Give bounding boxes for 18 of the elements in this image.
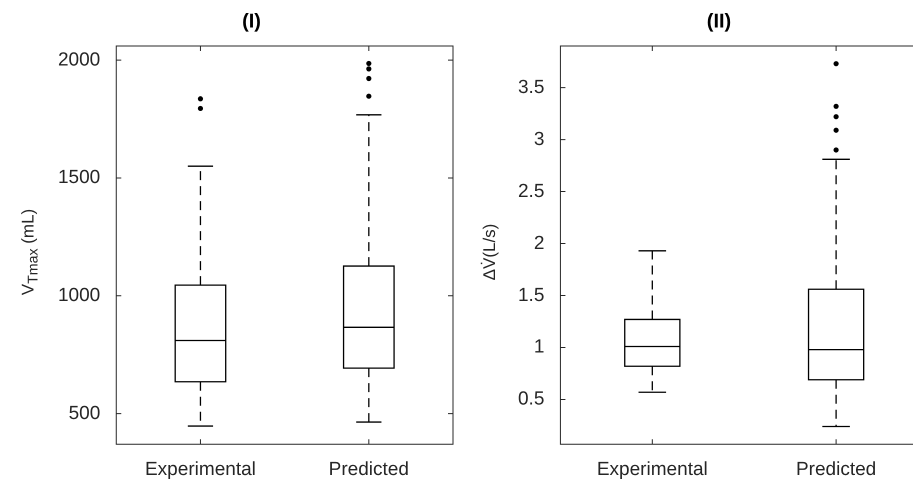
y-tick-label: 3	[534, 128, 544, 150]
y-tick-label: 0.5	[518, 388, 544, 410]
y-tick-label: 1500	[58, 167, 100, 188]
chart-title: (I)	[242, 10, 261, 33]
chart-title: (II)	[706, 10, 732, 33]
y-axis-title: ΔV̇(L/s)	[480, 224, 500, 280]
x-tick-label: Experimental	[145, 458, 256, 480]
y-tick-label: 500	[68, 402, 100, 424]
y-tick-label: 3.5	[518, 76, 544, 98]
y-tick-label: 1000	[58, 284, 100, 306]
y-tick-label: 2.5	[518, 180, 544, 202]
x-tick-label: Experimental	[596, 458, 708, 480]
y-tick-label: 1	[534, 336, 544, 358]
x-tick-label: Predicted	[796, 458, 876, 480]
y-tick-label: 2	[534, 232, 544, 254]
y-tick-label: 2000	[58, 49, 100, 70]
y-tick-label: 1.5	[518, 284, 544, 306]
x-tick-label: Predicted	[328, 458, 409, 480]
